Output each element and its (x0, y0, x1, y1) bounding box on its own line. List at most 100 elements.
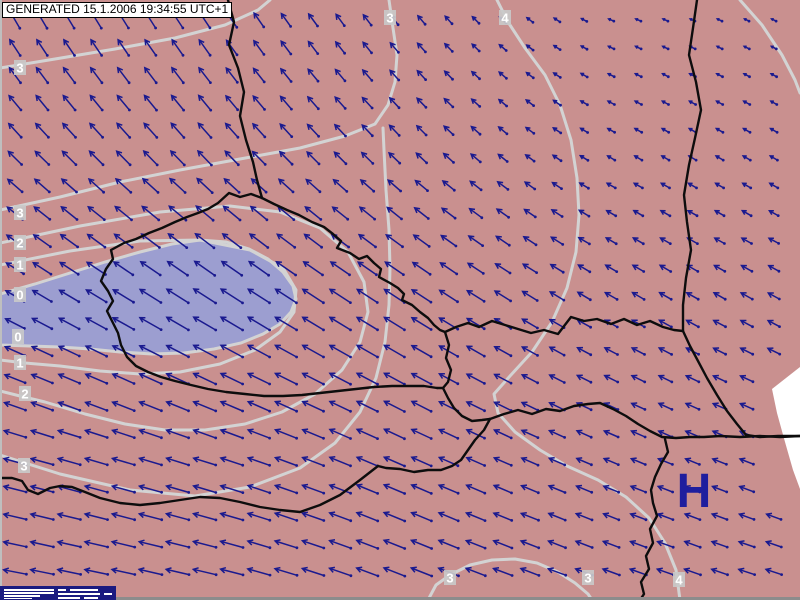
wind-arrow (410, 511, 432, 522)
wind-arrow-tail-dot (667, 158, 671, 162)
wind-arrow (603, 374, 619, 383)
wind-arrow-tail-dot (510, 574, 514, 577)
wind-arrow-tail-dot (349, 491, 352, 495)
wind-arrow (685, 319, 699, 328)
wind-arrow-tail-dot (504, 49, 508, 52)
wind-arrow-tail-dot (376, 547, 380, 550)
wind-arrow (219, 511, 244, 521)
wind-arrow-tail-dot (268, 491, 272, 495)
wind-arrow (471, 43, 480, 52)
wind-arrow (62, 66, 76, 84)
wind-arrow (684, 402, 700, 410)
wind-arrow (112, 261, 134, 276)
wind-arrow (165, 372, 189, 385)
wind-arrow (192, 456, 216, 466)
wind-arrow-tail-dot (343, 107, 347, 110)
wind-arrow (35, 94, 49, 111)
wind-arrow (712, 292, 726, 300)
wind-arrow-tail-dot (241, 409, 245, 413)
wind-arrow (34, 122, 49, 138)
wind-arrow-tail-dot (187, 545, 191, 549)
wind-arrow (361, 123, 373, 137)
wind-arrow (191, 539, 217, 549)
wind-arrow-tail-dot (397, 106, 401, 110)
wind-arrow-tail-dot (349, 301, 352, 304)
wind-arrow-tail-dot (47, 163, 51, 166)
wind-arrow (143, 94, 158, 111)
wind-arrow (492, 429, 512, 439)
wind-arrow-tail-dot (694, 158, 698, 162)
wind-arrow (358, 206, 376, 220)
wind-arrow-tail-dot (52, 572, 55, 576)
wind-arrow-tail-dot (507, 215, 510, 219)
wind-arrow-tail-dot (322, 409, 325, 413)
wind-arrow (498, 71, 507, 79)
wind-arrow (2, 484, 27, 493)
wind-arrow-tail-dot (535, 299, 539, 302)
wind-arrow (524, 153, 535, 162)
wind-arrow-tail-dot (106, 518, 109, 521)
wind-arrow-tail-dot (208, 26, 212, 30)
wind-arrow (219, 483, 244, 494)
wind-arrow-tail-dot (430, 574, 434, 578)
wind-arrow (328, 428, 351, 440)
wind-arrow (768, 182, 779, 189)
wind-arrow (83, 428, 108, 439)
wind-arrow-tail-dot (563, 463, 567, 467)
wind-arrow-tail-dot (589, 325, 592, 329)
wind-arrow-tail-dot (23, 381, 27, 385)
wind-arrow-tail-dot (668, 186, 671, 190)
wind-arrow-tail-dot (236, 135, 240, 139)
wind-arrow (494, 235, 510, 246)
wind-arrows (2, 10, 783, 578)
wind-arrow (520, 484, 539, 494)
wind-arrow-tail-dot (186, 301, 190, 305)
wind-arrow-tail-dot (643, 353, 646, 356)
wind-arrow (165, 288, 189, 304)
wind-arrow-tail-dot (322, 519, 326, 522)
wind-arrow-tail-dot (643, 325, 646, 329)
wind-arrow (355, 566, 379, 577)
wind-arrow-tail-dot (262, 53, 266, 56)
wind-arrow (389, 69, 400, 81)
wind-arrow-tail-dot (402, 273, 405, 276)
wind-arrow-tail-dot (24, 435, 28, 439)
logo-stripe (104, 593, 112, 595)
wind-arrow-tail-dot (348, 273, 351, 277)
wind-arrow (575, 429, 592, 438)
wind-arrow-tail-dot (403, 547, 407, 550)
wind-arrow-tail-dot (50, 300, 53, 303)
wind-arrow (683, 540, 701, 548)
wind-arrow (222, 205, 241, 221)
wind-arrow (301, 372, 324, 385)
wind-arrow-tail-dot (132, 328, 136, 331)
wind-arrow-tail-dot (241, 491, 245, 494)
wind-arrow (469, 180, 482, 191)
wind-arrow-tail-dot (696, 297, 700, 301)
wind-arrow (385, 233, 403, 248)
wind-arrow-tail-dot (589, 380, 593, 384)
wind-arrow (246, 288, 270, 304)
wind-arrow (604, 264, 618, 273)
wind-arrow-tail-dot (588, 242, 591, 246)
wind-arrow (116, 94, 130, 111)
wind-arrow (628, 567, 647, 576)
wind-arrow (521, 263, 537, 274)
wind-arrow (739, 292, 753, 300)
wind-arrow (470, 98, 481, 107)
wind-arrow-tail-dot (46, 81, 50, 85)
wind-arrow (712, 319, 726, 328)
wind-arrow-tail-dot (456, 546, 460, 550)
wind-arrow-tail-dot (156, 191, 160, 194)
wind-arrow (361, 68, 373, 81)
wind-arrow-tail-dot (295, 519, 299, 522)
wind-arrow (577, 236, 590, 245)
wind-arrow (710, 540, 728, 548)
country-border (376, 417, 492, 474)
wind-arrow-tail-dot (131, 273, 135, 277)
wind-arrow (605, 209, 617, 217)
wind-arrow-tail-dot (396, 23, 400, 27)
wind-arrow (360, 151, 374, 164)
wind-arrow (382, 511, 405, 522)
wind-arrow (547, 484, 566, 494)
